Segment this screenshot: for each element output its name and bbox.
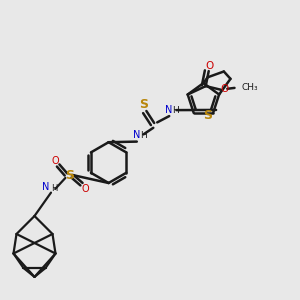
Text: S: S bbox=[65, 169, 74, 182]
Text: H: H bbox=[51, 184, 58, 193]
Text: H: H bbox=[140, 131, 147, 140]
Text: CH₃: CH₃ bbox=[241, 83, 258, 92]
Text: S: S bbox=[203, 109, 212, 122]
Text: N: N bbox=[165, 105, 172, 116]
Text: O: O bbox=[51, 155, 59, 166]
Text: N: N bbox=[133, 130, 140, 140]
Text: S: S bbox=[140, 98, 148, 112]
Text: H: H bbox=[172, 106, 179, 115]
Text: O: O bbox=[206, 61, 214, 71]
Text: O: O bbox=[220, 84, 229, 94]
Text: N: N bbox=[42, 182, 49, 193]
Text: O: O bbox=[81, 184, 89, 194]
